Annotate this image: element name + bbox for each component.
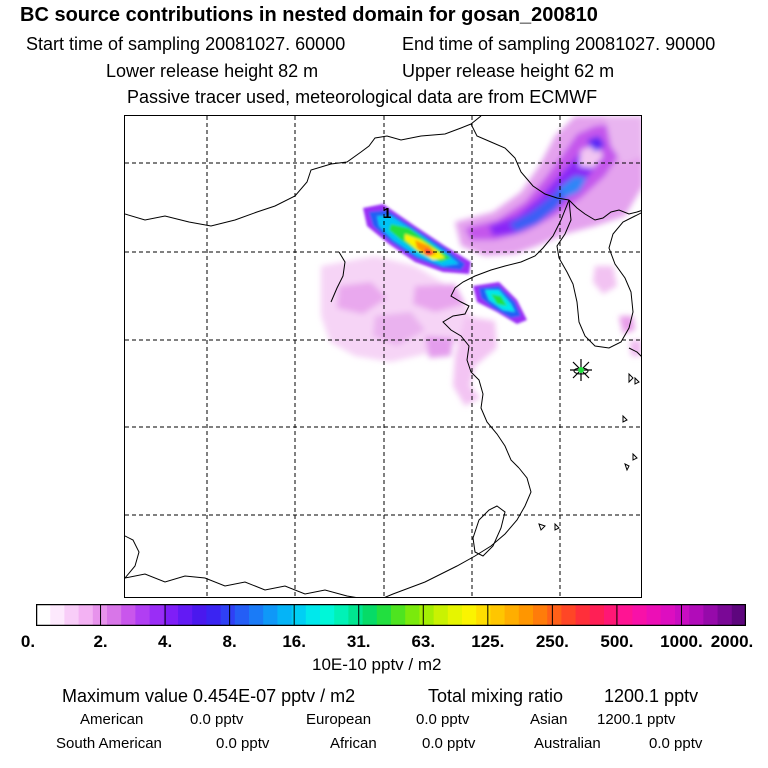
color-swatch — [121, 604, 136, 626]
color-swatch — [263, 604, 278, 626]
european-value: 0.0 pptv — [416, 711, 470, 728]
receptor-star-icon — [570, 359, 592, 381]
color-swatch — [462, 604, 477, 626]
color-swatch — [163, 604, 179, 626]
color-swatch — [433, 604, 449, 626]
legend-unit: 10E-10 pptv / m2 — [312, 655, 442, 674]
color-scale-label: 31. — [346, 632, 371, 651]
american-label: American — [80, 711, 144, 728]
coastlines — [125, 116, 641, 597]
color-swatch — [731, 604, 746, 626]
color-swatch — [405, 604, 420, 626]
release-marker: 1 — [383, 205, 391, 222]
color-swatch — [504, 604, 520, 626]
color-swatch — [660, 604, 676, 626]
color-swatch — [561, 604, 577, 626]
color-swatch — [362, 604, 378, 626]
color-swatch — [249, 604, 264, 626]
color-swatch — [476, 604, 491, 626]
color-swatch — [178, 604, 193, 626]
color-scale-label: 4. — [157, 632, 173, 651]
color-swatch — [675, 604, 690, 626]
color-swatch — [305, 604, 321, 626]
color-scale-label: 125. — [471, 632, 505, 651]
australian-label: Australian — [534, 735, 601, 752]
color-swatch — [518, 604, 534, 626]
asian-value: 1200.1 pptv — [597, 711, 676, 728]
color-swatch — [717, 604, 733, 626]
color-swatch — [646, 604, 662, 626]
color-scale-label: 16. — [282, 632, 306, 651]
map-canvas: 1 — [125, 116, 641, 597]
color-swatch — [320, 604, 335, 626]
color-swatch — [689, 604, 704, 626]
color-swatch — [547, 604, 562, 626]
color-swatch — [149, 604, 165, 626]
color-swatch — [220, 604, 236, 626]
plume-light — [321, 256, 641, 406]
color-swatch — [78, 604, 94, 626]
color-scale-label: 1000. — [660, 632, 703, 651]
color-swatch — [348, 604, 364, 626]
color-swatch — [490, 604, 506, 626]
plume-core — [363, 204, 471, 274]
color-swatch — [391, 604, 406, 626]
color-swatch — [447, 604, 463, 626]
color-scale-label: 2000. — [710, 632, 754, 651]
color-swatch — [291, 604, 307, 626]
australian-value: 0.0 pptv — [649, 735, 703, 752]
color-swatch — [192, 604, 207, 626]
color-swatch — [64, 604, 80, 626]
asian-label: Asian — [530, 711, 568, 728]
african-value: 0.0 pptv — [422, 735, 476, 752]
color-swatch — [277, 604, 293, 626]
color-swatch — [206, 604, 222, 626]
color-swatch — [632, 604, 648, 626]
chart-title: BC source contributions in nested domain… — [20, 4, 598, 26]
color-swatch — [36, 604, 51, 626]
color-swatch — [533, 604, 548, 626]
max-value-label: Maximum value 0.454E-07 pptv / m2 — [62, 686, 356, 706]
african-label: African — [330, 735, 377, 752]
color-swatch — [589, 604, 605, 626]
american-value: 0.0 pptv — [190, 711, 244, 728]
color-swatch — [334, 604, 349, 626]
grid-lines — [125, 116, 641, 597]
total-mixing-value: 1200.1 pptv — [604, 686, 699, 706]
map-panel: 1 — [124, 115, 642, 598]
upper-release-label: Upper release height 62 m — [402, 61, 615, 81]
color-scale-bar — [36, 604, 746, 626]
end-time-label: End time of sampling 20081027. 90000 — [402, 34, 716, 54]
color-bar-border — [36, 604, 746, 626]
plume-northeast — [455, 116, 641, 256]
start-time-label: Start time of sampling 20081027. 60000 — [26, 34, 346, 54]
south-american-label: South American — [56, 735, 162, 752]
color-swatch — [703, 604, 719, 626]
color-scale-label: 8. — [222, 632, 237, 651]
european-label: European — [306, 711, 372, 728]
color-scale-label: 63. — [411, 632, 436, 651]
color-swatch — [376, 604, 392, 626]
plume-secondary — [473, 282, 527, 324]
color-swatch — [618, 604, 633, 626]
color-swatch — [575, 604, 591, 626]
color-swatch — [135, 604, 151, 626]
color-scale-label: 250. — [535, 632, 569, 651]
color-swatch — [234, 604, 250, 626]
tracer-note: Passive tracer used, meteorological data… — [127, 87, 598, 107]
color-swatch — [419, 604, 435, 626]
lower-release-label: Lower release height 82 m — [106, 61, 319, 81]
color-scale-label: 2. — [93, 632, 108, 651]
color-scale-label: 0. — [20, 632, 36, 651]
color-swatch — [107, 604, 122, 626]
south-american-value: 0.0 pptv — [216, 735, 270, 752]
color-swatch — [50, 604, 65, 626]
total-mixing-label: Total mixing ratio — [428, 686, 564, 706]
color-swatch — [604, 604, 619, 626]
color-scale-label: 500. — [600, 632, 634, 651]
